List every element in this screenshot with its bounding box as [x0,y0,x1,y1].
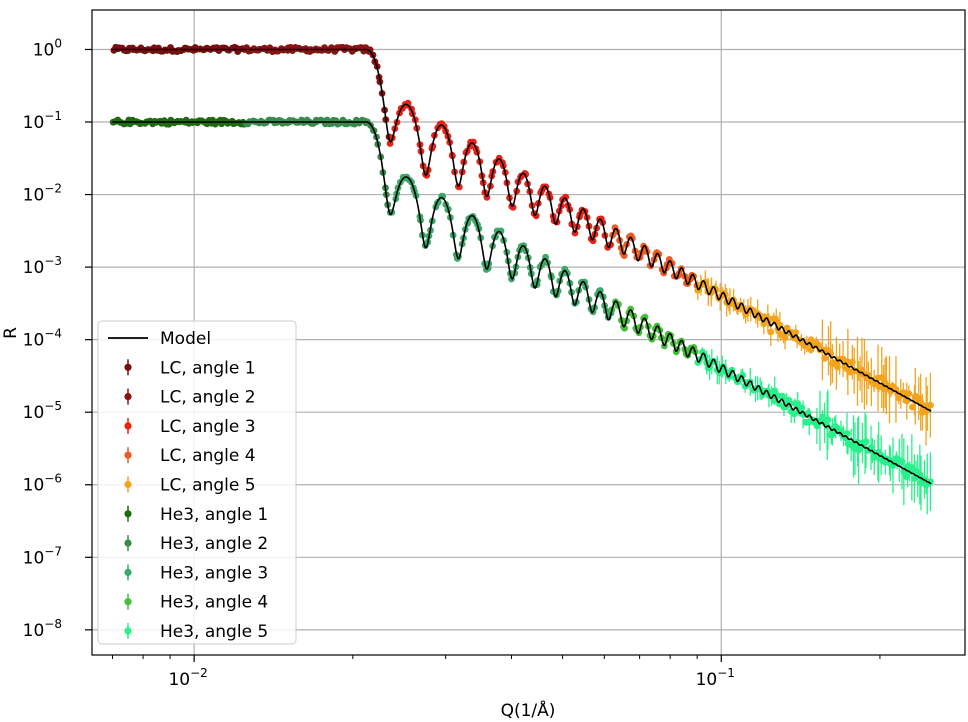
y-axis: 100 10−1 10−2 10−3 10−4 10−5 10−6 10−7 10−8 [23,36,92,641]
legend-label: LC, angle 5 [160,476,256,496]
legend-label: LC, angle 3 [160,417,256,437]
y-tick-label: 10−4 [23,327,62,351]
data-point [627,305,634,313]
y-axis-label: R [1,327,21,339]
legend-item: Model [108,329,211,349]
data-point [522,170,530,178]
data-point [791,410,798,418]
data-point [927,478,934,485]
data-point [927,401,934,409]
x-axis-label: Q(1/Å) [501,699,556,721]
y-tick-label: 100 [33,36,62,60]
series-lc-angle-1 [110,43,249,55]
legend-marker [124,627,132,635]
y-tick-label: 10−7 [23,544,62,568]
data-point [824,416,832,424]
y-tick-label: 10−5 [23,399,62,423]
legend-label: LC, angle 4 [160,446,256,466]
legend-marker [124,363,132,371]
legend-label: He3, angle 3 [160,563,268,583]
data-point [785,396,793,404]
data-point [366,46,374,54]
y-tick-label: 10−6 [23,472,62,496]
legend-label: He3, angle 2 [160,534,268,554]
plot-frame [91,9,966,656]
legend-label: LC, angle 1 [160,358,256,378]
legend-marker [124,539,132,547]
legend-marker [124,598,132,606]
data-point [781,334,789,342]
legend-item: He3, angle 5 [124,622,268,642]
data-point [798,404,806,411]
y-tick-label: 10−8 [23,617,62,641]
legend-item: LC, angle 5 [124,476,256,496]
legend-item: He3, angle 4 [124,593,268,613]
x-tick-label: 10−2 [168,666,207,690]
data-point [821,354,829,362]
legend-label: He3, angle 1 [160,505,268,525]
data-point [483,194,491,201]
data-point [571,229,579,237]
legend-item: He3, angle 1 [124,505,268,525]
data-point [862,438,870,445]
legend: Model LC, angle 1 LC, angle 2 LC, angle 3 LC… [97,320,297,645]
data-point [807,336,815,344]
y-tick-label: 10−2 [23,182,62,206]
legend-item: LC, angle 4 [124,446,256,466]
model-curve-lc [112,48,932,412]
x-tick-label: 10−1 [696,666,735,690]
y-tick-label: 10−3 [23,254,62,278]
model-curve-he3 [112,121,932,485]
legend-label: Model [160,329,211,349]
x-axis: 10−2 10−1 [112,655,881,690]
legend-label: LC, angle 2 [160,388,256,408]
data-point [905,390,913,398]
legend-item: He3, angle 3 [124,563,268,583]
data-point [497,227,505,235]
legend-item: LC, angle 1 [124,358,256,378]
legend-item: LC, angle 2 [124,388,256,408]
plot-area [109,43,934,515]
legend-label: He3, angle 5 [160,622,268,642]
y-tick-label: 10−1 [23,109,62,133]
legend-marker [124,480,132,489]
data-point [620,252,628,259]
legend-item: He3, angle 2 [124,534,268,554]
legend-marker [124,568,132,577]
legend-marker [124,422,132,430]
data-point [771,387,779,395]
legend-marker [124,393,132,401]
data-point [779,392,786,400]
legend-marker [124,451,132,459]
legend-item: LC, angle 3 [124,417,256,437]
data-point [767,328,775,336]
legend-marker [124,510,132,518]
legend-box [97,320,297,645]
legend-label: He3, angle 4 [160,593,268,613]
